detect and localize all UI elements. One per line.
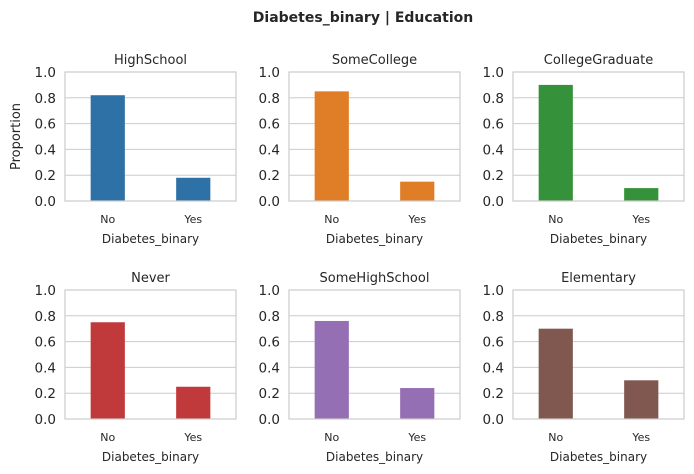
y-tick-label: 0.2 xyxy=(483,386,504,402)
bar-yes xyxy=(624,380,659,419)
y-tick-label: 0.8 xyxy=(483,309,504,325)
axes-frame xyxy=(512,289,685,420)
y-tick-label: 1.0 xyxy=(35,283,56,299)
y-tick-label: 1.0 xyxy=(259,65,280,81)
y-tick-label: 0.4 xyxy=(35,142,56,158)
y-tick-label: 0.6 xyxy=(35,117,56,133)
y-tick-label: 0.8 xyxy=(259,91,280,107)
y-tick-label: 0.0 xyxy=(483,412,504,428)
x-tick-label: No xyxy=(324,213,339,226)
x-axis-label: Diabetes_binary xyxy=(326,450,423,464)
x-tick-label: Yes xyxy=(183,213,202,226)
y-tick-label: 0.8 xyxy=(259,309,280,325)
y-tick-label: 0.6 xyxy=(483,117,504,133)
axes-frame xyxy=(64,289,237,420)
y-tick-label: 0.6 xyxy=(35,335,56,351)
axes-frame xyxy=(512,71,685,202)
axes-frame xyxy=(288,71,461,202)
x-tick-label: Yes xyxy=(183,431,202,444)
figure-title: Diabetes_binary | Education xyxy=(253,10,473,26)
bar-yes xyxy=(400,181,435,201)
bar-no xyxy=(538,328,573,419)
x-axis-label: Diabetes_binary xyxy=(102,450,199,464)
panel-title: SomeHighSchool xyxy=(320,271,430,286)
x-tick-label: No xyxy=(548,213,563,226)
y-tick-label: 0.4 xyxy=(483,142,504,158)
x-tick-label: No xyxy=(324,431,339,444)
y-tick-label: 0.0 xyxy=(259,412,280,428)
y-tick-label: 0.4 xyxy=(483,360,504,376)
y-axis-label: Proportion xyxy=(9,103,24,170)
y-tick-label: 0.6 xyxy=(259,117,280,133)
y-tick-label: 0.6 xyxy=(483,335,504,351)
bar-no xyxy=(314,320,349,419)
y-tick-label: 0.2 xyxy=(259,168,280,184)
y-tick-label: 0.2 xyxy=(35,168,56,184)
x-axis-label: Diabetes_binary xyxy=(550,232,647,246)
x-tick-label: Yes xyxy=(407,213,426,226)
x-axis-label: Diabetes_binary xyxy=(550,450,647,464)
panel-title: Never xyxy=(131,271,170,286)
panel-title: Elementary xyxy=(561,271,636,286)
y-tick-label: 1.0 xyxy=(483,65,504,81)
y-tick-label: 1.0 xyxy=(259,283,280,299)
y-tick-label: 0.8 xyxy=(35,91,56,107)
y-tick-label: 0.2 xyxy=(35,386,56,402)
panel-title: CollegeGraduate xyxy=(544,53,653,68)
y-tick-label: 0.2 xyxy=(483,168,504,184)
panel-title: HighSchool xyxy=(114,53,187,68)
bar-yes xyxy=(176,386,211,419)
y-tick-label: 0.8 xyxy=(483,91,504,107)
bar-no xyxy=(314,91,349,201)
bar-no xyxy=(90,95,125,201)
axes-frame xyxy=(288,289,461,420)
x-tick-label: Yes xyxy=(407,431,426,444)
x-axis-label: Diabetes_binary xyxy=(326,232,423,246)
y-tick-label: 0.6 xyxy=(259,335,280,351)
x-tick-label: No xyxy=(100,213,115,226)
x-axis-label: Diabetes_binary xyxy=(102,232,199,246)
panel-title: SomeCollege xyxy=(332,53,417,68)
bar-yes xyxy=(400,388,435,419)
x-tick-label: Yes xyxy=(631,431,650,444)
bar-yes xyxy=(176,177,211,201)
y-tick-label: 1.0 xyxy=(35,65,56,81)
y-tick-label: 0.4 xyxy=(259,142,280,158)
y-tick-label: 0.0 xyxy=(259,194,280,210)
y-tick-label: 0.2 xyxy=(259,386,280,402)
bar-no xyxy=(538,84,573,201)
bar-yes xyxy=(624,188,659,201)
y-tick-label: 0.4 xyxy=(35,360,56,376)
y-tick-label: 1.0 xyxy=(483,283,504,299)
y-tick-label: 0.0 xyxy=(35,194,56,210)
y-tick-label: 0.0 xyxy=(35,412,56,428)
y-tick-label: 0.0 xyxy=(483,194,504,210)
x-tick-label: No xyxy=(100,431,115,444)
x-tick-label: No xyxy=(548,431,563,444)
y-tick-label: 0.8 xyxy=(35,309,56,325)
y-tick-label: 0.4 xyxy=(259,360,280,376)
x-tick-label: Yes xyxy=(631,213,650,226)
bar-no xyxy=(90,322,125,419)
axes-frame xyxy=(64,71,237,202)
